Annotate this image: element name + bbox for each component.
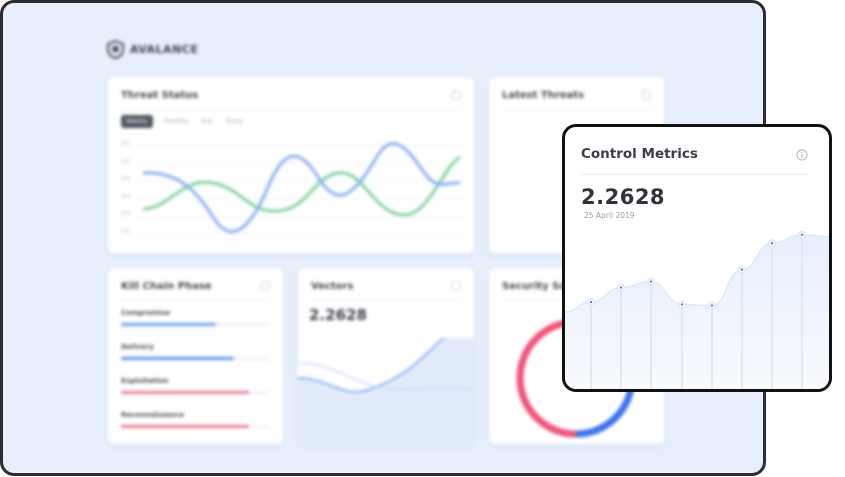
control-metrics-title: Control Metrics bbox=[581, 146, 698, 162]
progress-fill bbox=[121, 357, 235, 360]
threat-status-note bbox=[437, 93, 439, 100]
y-tick: 300 bbox=[121, 176, 131, 182]
progress-track bbox=[121, 391, 270, 394]
security-score-title: Security Sco bbox=[502, 281, 573, 292]
kill-chain-row-exploitation: Exploitation bbox=[121, 377, 270, 411]
control-metrics-chart bbox=[565, 230, 829, 389]
vectors-title: Vectors bbox=[311, 281, 354, 292]
threat-series-green bbox=[142, 155, 461, 217]
kill-chain-row-delivery: Delivery bbox=[121, 343, 270, 377]
kill-chain-row-compromise: Compromise bbox=[121, 309, 270, 343]
info-icon[interactable] bbox=[796, 149, 808, 161]
progress-fill bbox=[121, 391, 250, 394]
brand-name: AVALANCE bbox=[130, 43, 199, 56]
threat-status-title: Threat Status bbox=[121, 90, 199, 101]
threat-status-chart bbox=[138, 142, 464, 236]
kill-chain-title: Kill Chain Phase bbox=[121, 281, 212, 292]
info-icon[interactable] bbox=[451, 281, 461, 291]
kill-chain-row-reconnaissance: Reconnaissance bbox=[121, 411, 270, 445]
progress-fill bbox=[121, 425, 250, 428]
threat-series-blue bbox=[142, 142, 461, 233]
kill-chain-label: Compromise bbox=[121, 309, 171, 317]
control-metrics-card: Control Metrics 2.2628 25 April 2019 bbox=[562, 124, 832, 392]
tab-today[interactable]: Today bbox=[225, 118, 243, 125]
kill-chain-label: Reconnaissance bbox=[121, 411, 185, 419]
control-metrics-value: 2.2628 bbox=[581, 185, 666, 209]
info-icon[interactable] bbox=[641, 90, 651, 100]
data-point-core-1 bbox=[619, 286, 623, 289]
info-icon[interactable] bbox=[260, 281, 270, 291]
vectors-card: Vectors 2.2628 bbox=[298, 268, 474, 444]
control-metrics-date: 25 April 2019 bbox=[584, 211, 635, 220]
tab-weekly[interactable]: Weekly bbox=[121, 115, 153, 128]
kill-chain-label: Exploitation bbox=[121, 377, 169, 385]
kill-chain-card: Kill Chain Phase Compromise Delivery Exp… bbox=[108, 268, 283, 444]
divider bbox=[502, 109, 651, 110]
y-tick: 150 bbox=[121, 228, 131, 235]
divider bbox=[581, 174, 809, 175]
vectors-value: 2.2628 bbox=[309, 306, 367, 324]
kill-chain-list: Compromise Delivery Exploitation Reconna… bbox=[121, 309, 270, 445]
vectors-subtext bbox=[310, 325, 312, 332]
progress-track bbox=[121, 323, 270, 326]
tab-year[interactable]: Year bbox=[200, 118, 214, 125]
divider bbox=[121, 300, 270, 301]
progress-track bbox=[121, 425, 270, 428]
data-point-core-5 bbox=[740, 268, 744, 271]
divider bbox=[311, 300, 461, 301]
tab-monthly[interactable]: Monthly bbox=[164, 118, 189, 125]
y-tick: 350 bbox=[121, 158, 131, 165]
data-point-core-3 bbox=[680, 303, 684, 306]
brand-logo[interactable]: AVALANCE bbox=[107, 40, 198, 59]
threat-status-y-axis: 400 350 300 250 200 150 bbox=[121, 141, 131, 237]
shield-logo-icon bbox=[107, 40, 124, 59]
data-point-core-7 bbox=[800, 233, 804, 236]
control-metrics-line bbox=[565, 234, 829, 313]
data-point-core-2 bbox=[649, 280, 653, 283]
info-icon[interactable] bbox=[451, 90, 461, 100]
y-tick: 250 bbox=[121, 193, 131, 200]
latest-threats-title: Latest Threats bbox=[502, 90, 585, 101]
divider bbox=[121, 109, 461, 110]
data-point-core-6 bbox=[770, 242, 774, 245]
control-metrics-area bbox=[565, 234, 829, 389]
vectors-area-chart bbox=[298, 338, 474, 444]
threat-status-tabs: Weekly Monthly Year Today bbox=[121, 115, 243, 128]
y-tick: 400 bbox=[121, 141, 131, 147]
kill-chain-label: Delivery bbox=[121, 343, 154, 351]
data-point-core-4 bbox=[710, 304, 714, 307]
progress-fill bbox=[121, 323, 217, 326]
progress-track bbox=[121, 357, 270, 360]
y-tick: 200 bbox=[121, 211, 131, 217]
data-point-core-0 bbox=[589, 300, 593, 304]
threat-status-card: Threat Status Weekly Monthly Year Today … bbox=[108, 77, 474, 253]
